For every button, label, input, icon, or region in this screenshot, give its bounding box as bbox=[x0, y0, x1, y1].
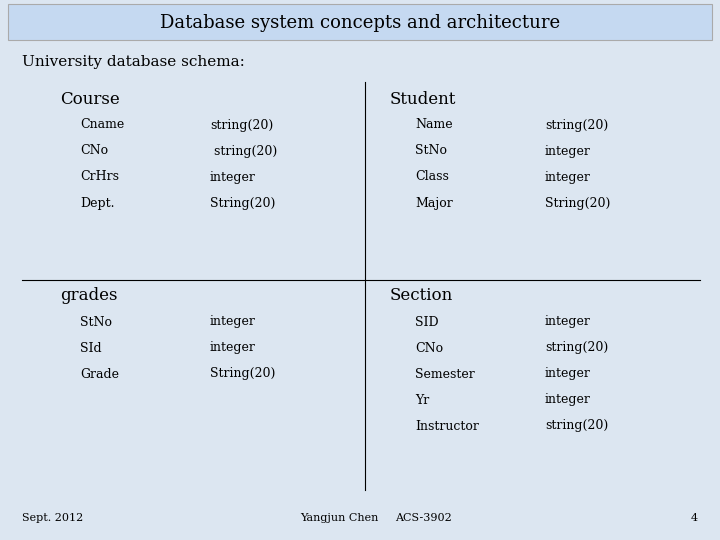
Text: String(20): String(20) bbox=[210, 368, 275, 381]
Text: String(20): String(20) bbox=[545, 197, 611, 210]
Text: Database system concepts and architecture: Database system concepts and architectur… bbox=[160, 14, 560, 32]
FancyBboxPatch shape bbox=[8, 4, 712, 40]
Text: CNo: CNo bbox=[415, 341, 443, 354]
Text: CrHrs: CrHrs bbox=[80, 171, 119, 184]
Text: string(20): string(20) bbox=[545, 118, 608, 132]
Text: CNo: CNo bbox=[80, 145, 108, 158]
Text: Class: Class bbox=[415, 171, 449, 184]
Text: integer: integer bbox=[545, 315, 591, 328]
Text: Course: Course bbox=[60, 91, 120, 109]
Text: Major: Major bbox=[415, 197, 453, 210]
Text: StNo: StNo bbox=[415, 145, 447, 158]
Text: Cname: Cname bbox=[80, 118, 125, 132]
Text: Name: Name bbox=[415, 118, 453, 132]
Text: 4: 4 bbox=[691, 513, 698, 523]
Text: StNo: StNo bbox=[80, 315, 112, 328]
Text: string(20): string(20) bbox=[210, 145, 277, 158]
Text: integer: integer bbox=[210, 341, 256, 354]
Text: Instructor: Instructor bbox=[415, 420, 479, 433]
Text: String(20): String(20) bbox=[210, 197, 275, 210]
Text: integer: integer bbox=[210, 315, 256, 328]
Text: integer: integer bbox=[210, 171, 256, 184]
Text: Section: Section bbox=[390, 287, 454, 303]
Text: University database schema:: University database schema: bbox=[22, 55, 245, 69]
Text: integer: integer bbox=[545, 171, 591, 184]
Text: Yr: Yr bbox=[415, 394, 429, 407]
Text: Yangjun Chen: Yangjun Chen bbox=[300, 513, 379, 523]
Text: Student: Student bbox=[390, 91, 456, 109]
Text: integer: integer bbox=[545, 145, 591, 158]
Text: string(20): string(20) bbox=[210, 118, 274, 132]
Text: string(20): string(20) bbox=[545, 420, 608, 433]
Text: SId: SId bbox=[80, 341, 102, 354]
Text: Grade: Grade bbox=[80, 368, 119, 381]
Text: Semester: Semester bbox=[415, 368, 474, 381]
Text: Sept. 2012: Sept. 2012 bbox=[22, 513, 84, 523]
Text: ACS-3902: ACS-3902 bbox=[395, 513, 451, 523]
Text: string(20): string(20) bbox=[545, 341, 608, 354]
Text: SID: SID bbox=[415, 315, 438, 328]
Text: grades: grades bbox=[60, 287, 117, 303]
Text: Dept.: Dept. bbox=[80, 197, 114, 210]
Text: integer: integer bbox=[545, 394, 591, 407]
Text: integer: integer bbox=[545, 368, 591, 381]
